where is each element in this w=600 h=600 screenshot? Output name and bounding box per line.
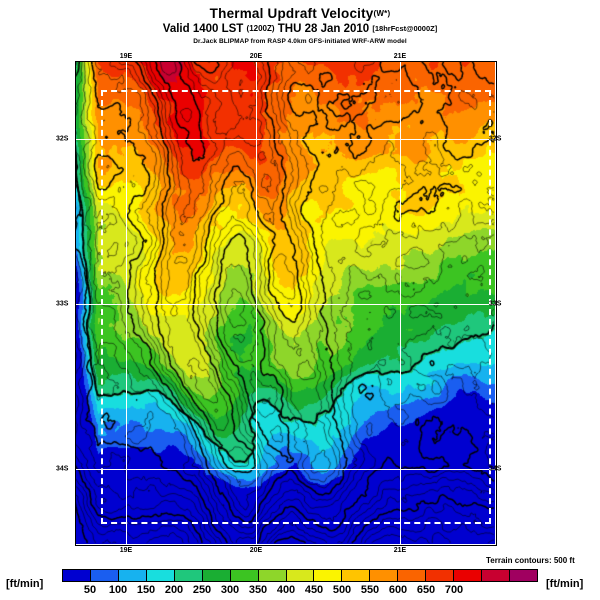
colorbar-segment-12	[398, 570, 427, 581]
colorbar-tick-100: 100	[108, 584, 128, 596]
lat-label-right-33s: 33S	[489, 300, 502, 308]
colorbar-tick-700: 700	[444, 584, 464, 596]
colorbar-segment-13	[426, 570, 455, 581]
units-label-left: [ft/min]	[6, 578, 44, 590]
colorbar-segment-0	[63, 570, 91, 581]
colorbar-segment-8	[286, 570, 315, 581]
forecast-tag: [18hrFcst@0000Z]	[372, 24, 438, 33]
colorbar-tick-650: 650	[416, 584, 436, 596]
colorbar-segment-6	[230, 570, 259, 581]
model-credit-line: Dr.Jack BLIPMAP from RASP 4.0km GFS-init…	[193, 38, 407, 45]
lon-label-bottom-19e: 19E	[119, 547, 133, 554]
forecast-map[interactable]	[75, 61, 495, 544]
valid-time-subtitle: Valid 1400 LST (1200Z) THU 28 Jan 2010 […	[0, 22, 600, 36]
colorbar-segment-4	[174, 570, 203, 581]
colorbar-legend: [ft/min] [ft/min] Terrain contours: 500 …	[0, 556, 600, 600]
valid-local-time: Valid 1400 LST	[162, 23, 244, 35]
colorbar-tick-500: 500	[332, 584, 352, 596]
lat-label-left-33s: 33S	[56, 300, 69, 308]
colorbar-segment-16	[510, 570, 537, 581]
lat-label-right-34s: 34S	[489, 465, 502, 473]
terrain-contour-note: Terrain contours: 500 ft	[486, 556, 575, 565]
colorbar-tick-600: 600	[388, 584, 408, 596]
lon-label-bottom-20e: 20E	[249, 547, 263, 554]
page-title: Thermal Updraft Velocity(W*)	[0, 6, 600, 21]
colorbar-segment-5	[202, 570, 231, 581]
lon-label-top-19e: 19E	[119, 53, 133, 60]
colorbar-tick-300: 300	[220, 584, 240, 596]
colorbar-segment-1	[90, 570, 119, 581]
lon-label-bottom-21e: 21E	[393, 547, 407, 554]
colorbar-tick-50: 50	[83, 584, 97, 596]
lat-label-left-34s: 34S	[56, 465, 69, 473]
title-block: Thermal Updraft Velocity(W*) Valid 1400 …	[0, 6, 600, 46]
valid-date: THU 28 Jan 2010	[277, 23, 370, 35]
colorbar-segment-15	[482, 570, 510, 581]
units-label-right: [ft/min]	[546, 578, 584, 590]
colorbar-tick-400: 400	[276, 584, 296, 596]
main-title-text: Thermal Updraft Velocity	[209, 6, 374, 21]
colorbar-tick-200: 200	[164, 584, 184, 596]
colorbar-segment-7	[258, 570, 287, 581]
thermal-updraft-heatmap	[75, 61, 495, 544]
colorbar-segment-3	[146, 570, 175, 581]
colorbar-segment-14	[454, 570, 483, 581]
lat-label-left-32s: 32S	[56, 135, 69, 143]
colorbar-segment-9	[314, 570, 343, 581]
colorbar-segment-10	[342, 570, 371, 581]
valid-utc-time: (1200Z)	[246, 24, 275, 33]
lon-label-top-21e: 21E	[393, 53, 407, 60]
main-title-superscript: (W*)	[373, 9, 391, 18]
lon-label-top-20e: 20E	[249, 53, 263, 60]
colorbar-tick-450: 450	[304, 584, 324, 596]
colorbar-tick-350: 350	[248, 584, 268, 596]
colorbar-segment-2	[118, 570, 147, 581]
colorbar-tick-550: 550	[360, 584, 380, 596]
colorbar[interactable]	[62, 569, 538, 582]
colorbar-tick-150: 150	[136, 584, 156, 596]
colorbar-wrapper: Terrain contours: 500 ft 50 100 150 200 250 3…	[62, 556, 575, 596]
lat-label-right-32s: 32S	[489, 135, 502, 143]
colorbar-segment-11	[370, 570, 399, 581]
colorbar-tick-250: 250	[192, 584, 212, 596]
